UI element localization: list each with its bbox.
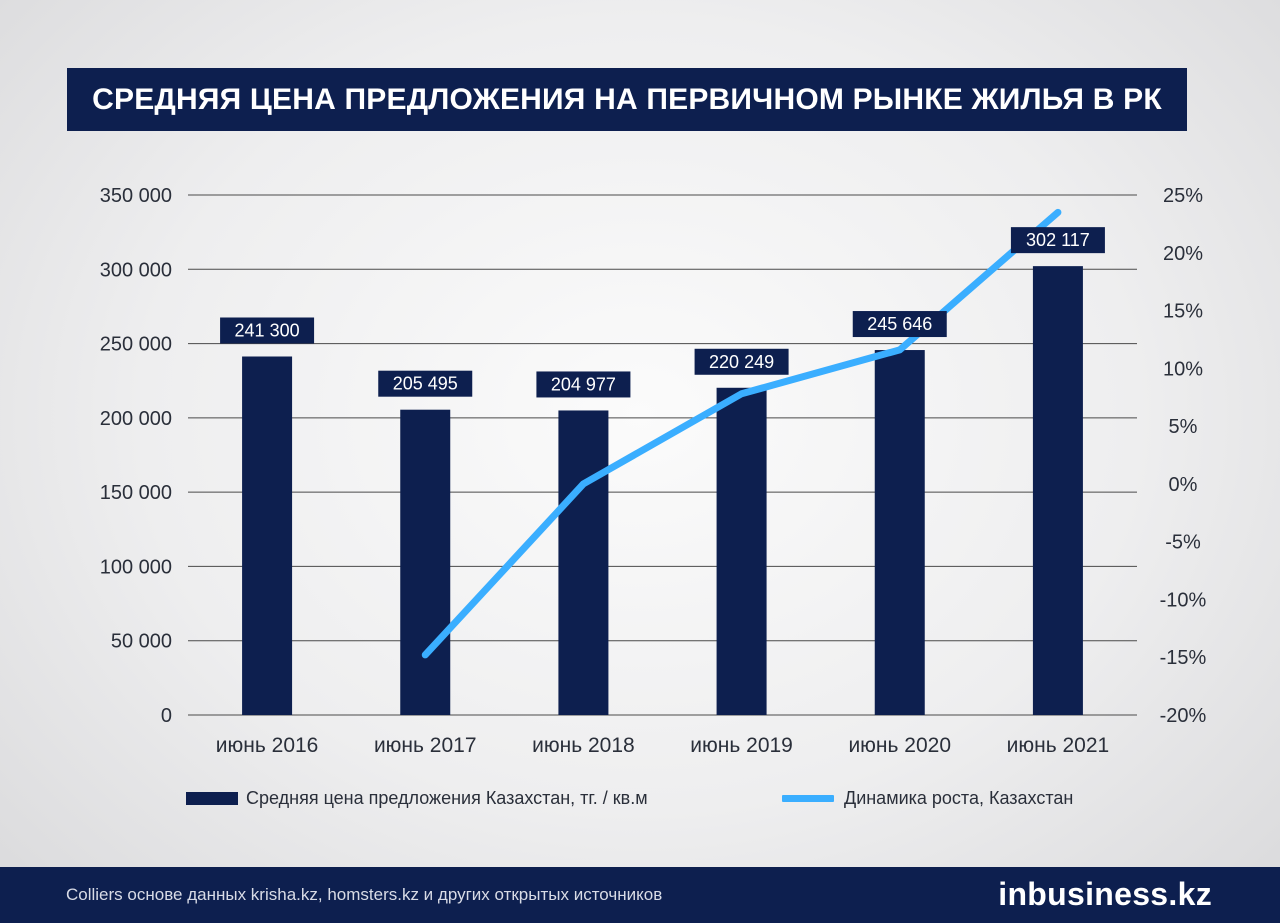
x-tick-label: июнь 2020 [848,734,951,757]
data-label: 204 977 [551,374,616,394]
y-left-tick-label: 300 000 [100,259,172,281]
x-tick-label: июнь 2019 [690,734,793,757]
x-tick-label: июнь 2021 [1007,734,1110,757]
y-right-tick-label: -20% [1160,705,1207,727]
y-right-tick-label: 0% [1169,474,1198,496]
data-label-box [536,371,631,398]
footer: Colliers основе данных krisha.kz, homste… [0,867,1280,923]
legend-line-label: Динамика роста, Казахстан [844,788,1074,808]
footer-source: Colliers основе данных krisha.kz, homste… [66,885,663,904]
y-right-tick-label: 5% [1169,416,1198,438]
data-label-box [852,311,947,338]
y-right-tick-label: -10% [1160,589,1207,611]
data-label-box [378,370,473,397]
y-left-tick-label: 0 [161,705,172,727]
legend-bar: Средняя цена предложения Казахстан, тг. … [186,788,648,809]
y-left-tick-label: 350 000 [100,185,172,207]
legend-line-swatch [782,795,834,802]
data-label-box [1010,227,1105,254]
y-right-tick-label: 10% [1163,358,1203,380]
brand-logo: inbusiness.kz [998,876,1212,912]
data-label: 220 249 [709,352,774,372]
bar [558,410,609,715]
y-left-tick-label: 200 000 [100,408,172,430]
legend-bar-label: Средняя цена предложения Казахстан, тг. … [246,788,648,808]
bar [1032,266,1083,715]
y-right-tick-label: -5% [1165,532,1201,554]
y-right-tick-label: 20% [1163,243,1203,265]
bar [716,387,767,715]
x-tick-label: июнь 2017 [374,734,477,757]
data-label: 245 646 [867,314,932,334]
bar [400,409,451,715]
data-label: 302 117 [1026,230,1090,250]
bar [242,356,293,715]
x-tick-label: июнь 2018 [532,734,635,757]
y-left-tick-label: 100 000 [100,556,172,578]
chart-title: СРЕДНЯЯ ЦЕНА ПРЕДЛОЖЕНИЯ НА ПЕРВИЧНОМ РЫ… [67,68,1187,131]
y-left-tick-label: 50 000 [111,631,172,653]
y-right-tick-label: -15% [1160,647,1207,669]
data-label: 241 300 [235,320,300,340]
y-right-tick-label: 15% [1163,301,1203,323]
legend-line: Динамика роста, Казахстан [782,788,1073,809]
data-label-box [694,348,789,375]
y-left-tick-label: 150 000 [100,482,172,504]
y-right-tick-label: 25% [1163,185,1203,207]
growth-line [421,208,1062,659]
y-left-tick-label: 250 000 [100,334,172,356]
data-label: 205 495 [393,374,458,394]
data-label-box [220,317,315,344]
legend-bar-swatch [186,792,238,805]
x-tick-label: июнь 2016 [216,734,319,757]
bar [874,350,925,715]
